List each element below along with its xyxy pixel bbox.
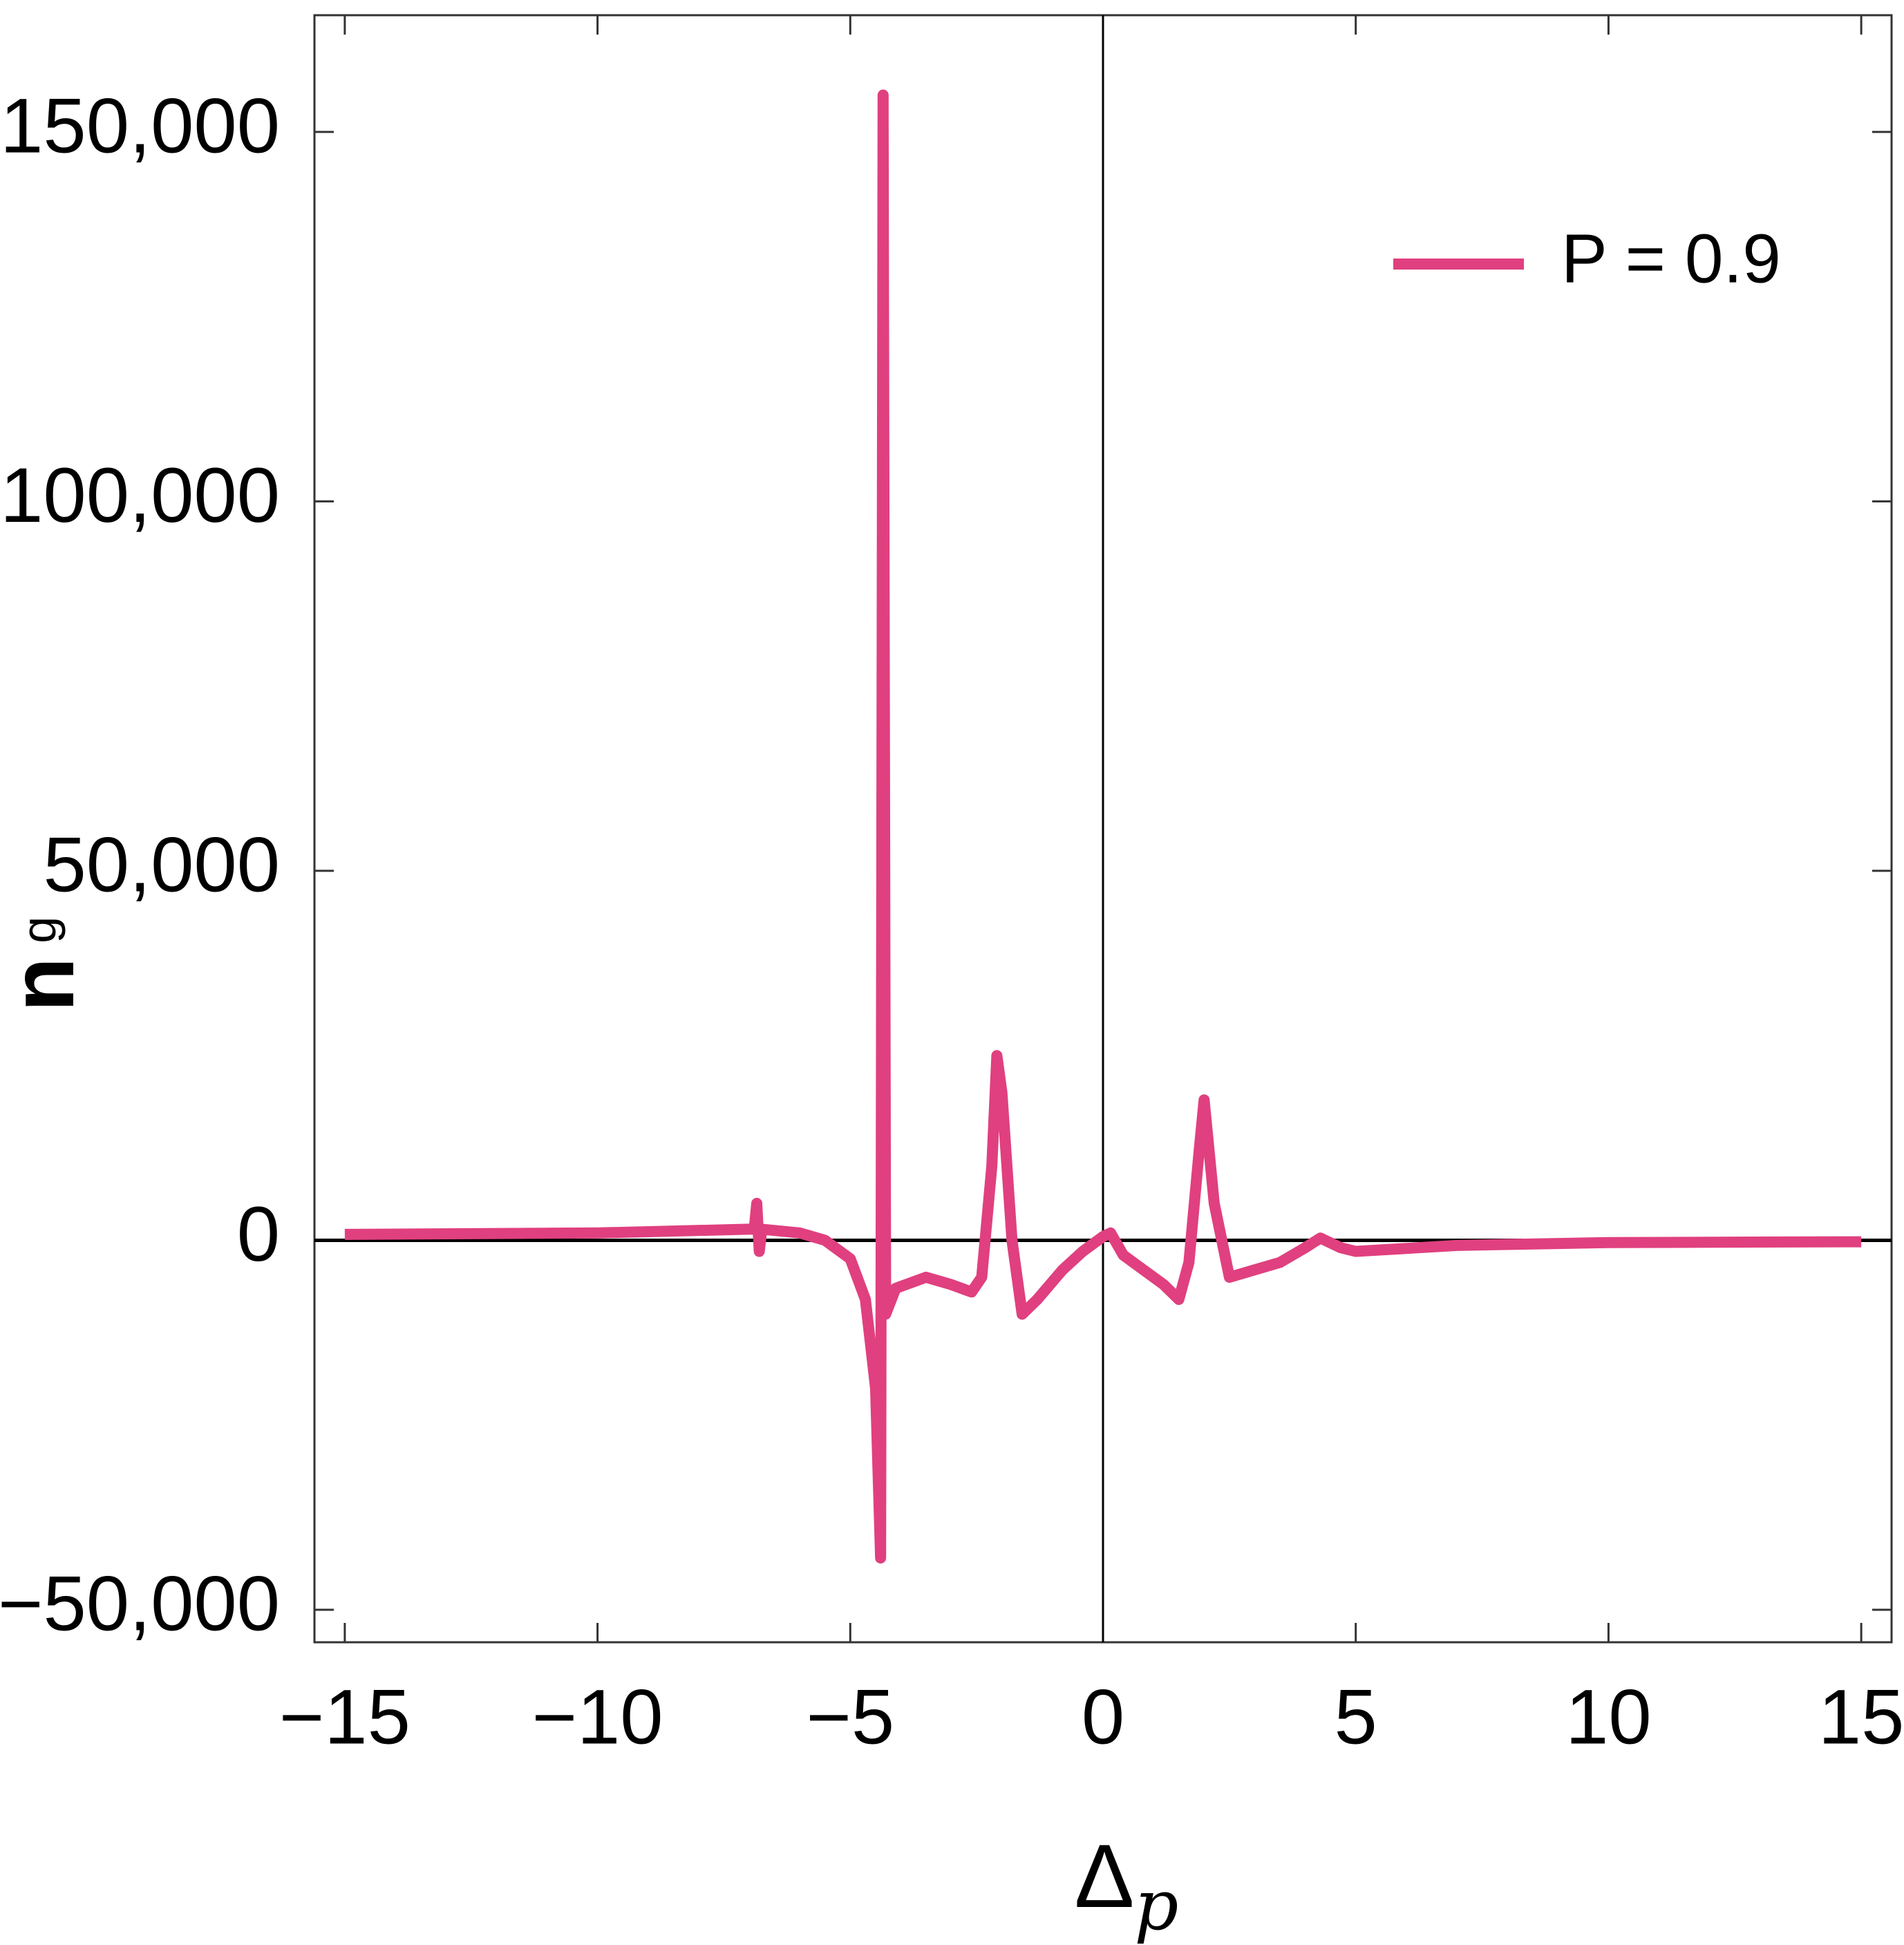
x-label-sub: p bbox=[1134, 1865, 1178, 1945]
data-line bbox=[344, 89, 1862, 1564]
y-label-main: n bbox=[0, 957, 93, 1012]
y-tick-label: 150,000 bbox=[0, 82, 280, 169]
y-tick-label: 100,000 bbox=[0, 452, 280, 538]
y-tick-label: −50,000 bbox=[0, 1561, 280, 1647]
y-tick-label: 0 bbox=[237, 1191, 280, 1277]
x-axis-label: Δp bbox=[1075, 1825, 1179, 1945]
y-label-sup: g bbox=[12, 917, 66, 943]
x-label-main: Δ bbox=[1075, 1825, 1135, 1926]
x-tick-label: −10 bbox=[532, 1674, 663, 1760]
x-tick-label: 0 bbox=[1082, 1674, 1124, 1760]
legend-label: P = 0.9 bbox=[1561, 220, 1781, 297]
x-tick-label: −5 bbox=[806, 1674, 894, 1760]
y-tick-label: 50,000 bbox=[43, 822, 280, 908]
y-axis-label: ng bbox=[0, 917, 93, 1012]
x-tick-label: 5 bbox=[1335, 1674, 1377, 1760]
x-tick-label: 15 bbox=[1818, 1674, 1904, 1760]
x-tick-label: −15 bbox=[279, 1674, 411, 1760]
x-tick-label: 10 bbox=[1565, 1674, 1652, 1760]
